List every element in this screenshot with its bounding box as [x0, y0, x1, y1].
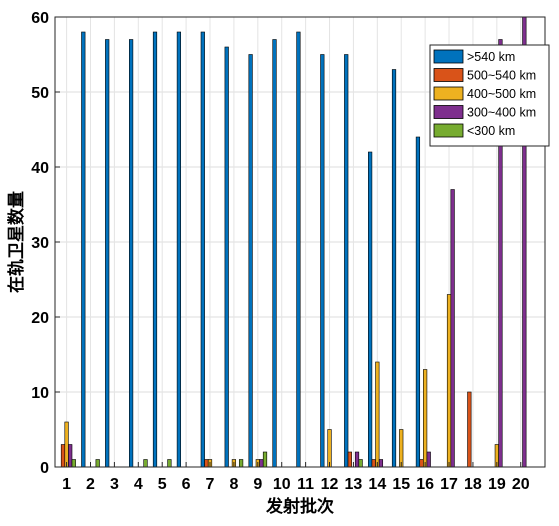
bar: [368, 151, 373, 468]
bar: [200, 31, 205, 468]
x-tick-label: 4: [134, 476, 143, 493]
x-tick-label: 20: [512, 476, 530, 493]
legend-swatch: [433, 123, 464, 138]
bar: [60, 444, 66, 468]
x-tick-label: 8: [229, 476, 238, 493]
bar: [391, 69, 397, 468]
bar: [259, 459, 264, 468]
bar: [272, 39, 277, 468]
legend-label: <300 km: [467, 124, 515, 138]
bar: [320, 54, 325, 468]
bar: [450, 189, 455, 468]
bar: [64, 421, 69, 468]
legend-label: 500~540 km: [467, 69, 536, 83]
y-tick-label: 50: [31, 85, 49, 102]
legend-label: 400~500 km: [467, 87, 536, 101]
bar: [423, 369, 428, 468]
bar: [347, 451, 352, 468]
x-tick-label: 17: [440, 476, 458, 493]
bar: [371, 459, 376, 468]
y-axis-ticks: 0 10 20 30 40 50 60: [31, 10, 60, 477]
grid-lines: [55, 16, 545, 468]
bars-group: [60, 16, 527, 468]
bar: [167, 459, 172, 468]
bar: [129, 39, 134, 468]
x-tick-label: 9: [253, 476, 262, 493]
y-axis-label: 在轨卫星数量: [6, 191, 26, 293]
bar: [105, 39, 110, 468]
bar: [239, 459, 244, 468]
x-tick-label: 2: [86, 476, 95, 493]
x-axis-ticks: 1 2 3 4 5 6 7 8 9 10 11 12 13 14 15 16 17 18 19 20: [62, 462, 530, 493]
legend-label: 300~400 km: [467, 106, 536, 120]
bar: [378, 459, 384, 468]
legend-label: >540 km: [467, 50, 515, 64]
x-tick-label: 10: [273, 476, 291, 493]
bar: [446, 294, 452, 468]
y-tick-label: 30: [31, 235, 49, 252]
bar: [327, 429, 332, 468]
bar: [176, 31, 182, 468]
y-tick-label: 0: [40, 460, 49, 477]
bar: [204, 459, 209, 468]
bar: [426, 451, 431, 468]
x-tick-label: 19: [488, 476, 506, 493]
bar: [296, 31, 301, 468]
x-tick-label: 5: [158, 476, 167, 493]
bar: [152, 31, 158, 468]
x-tick-label: 7: [206, 476, 215, 493]
x-tick-label: 12: [321, 476, 339, 493]
x-axis-label: 发射批次: [265, 496, 334, 516]
bar: [419, 459, 424, 468]
legend-swatch: [433, 68, 464, 82]
y-tick-label: 20: [31, 310, 49, 327]
bar: [81, 31, 86, 468]
bar: [467, 391, 472, 468]
x-tick-label: 16: [416, 476, 434, 493]
x-tick-label: 3: [110, 476, 119, 493]
bar: [68, 444, 73, 468]
x-tick-label: 11: [297, 476, 314, 493]
y-tick-label: 10: [31, 385, 49, 402]
x-tick-label: 6: [182, 476, 191, 493]
bar: [344, 54, 349, 468]
legend-swatch: [433, 49, 464, 64]
x-tick-label: 13: [345, 476, 363, 493]
legend-swatch: [433, 105, 464, 119]
bar: [354, 451, 360, 468]
y-tick-label: 40: [31, 160, 49, 177]
bar: [71, 459, 76, 468]
x-tick-label: 15: [392, 476, 410, 493]
x-tick-label: 18: [464, 476, 482, 493]
legend: >540 km 500~540 km 400~500 km 300~400 km <30…: [429, 44, 550, 147]
bar: [224, 46, 229, 468]
bar: [415, 136, 421, 468]
x-tick-label: 1: [62, 476, 71, 493]
y-tick-label: 60: [31, 10, 49, 27]
bar: [248, 54, 253, 468]
bar: [358, 459, 363, 468]
bar: [399, 429, 404, 468]
bar: [375, 361, 380, 468]
legend-swatch: [433, 86, 464, 101]
x-tick-label: 14: [368, 476, 386, 493]
bar: [95, 459, 100, 468]
bar: [262, 451, 268, 468]
bar: [143, 459, 148, 468]
